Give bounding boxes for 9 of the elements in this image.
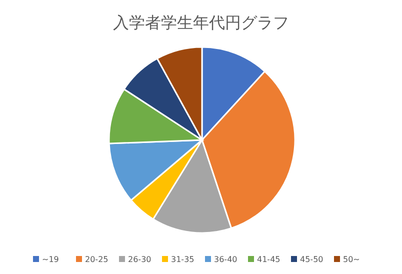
legend-label: 36-40 [214, 255, 238, 264]
legend-label: 20-25 [85, 255, 108, 264]
chart-title: 入学者学生年代円グラフ [113, 13, 289, 32]
legend-label: 31-35 [171, 255, 194, 264]
legend-label: 41-45 [257, 255, 280, 264]
legend-label: 26-30 [128, 255, 152, 264]
legend-label: ~19 [42, 255, 59, 264]
legend-label: 45-50 [300, 255, 324, 264]
legend-label: 50~ [343, 255, 360, 264]
